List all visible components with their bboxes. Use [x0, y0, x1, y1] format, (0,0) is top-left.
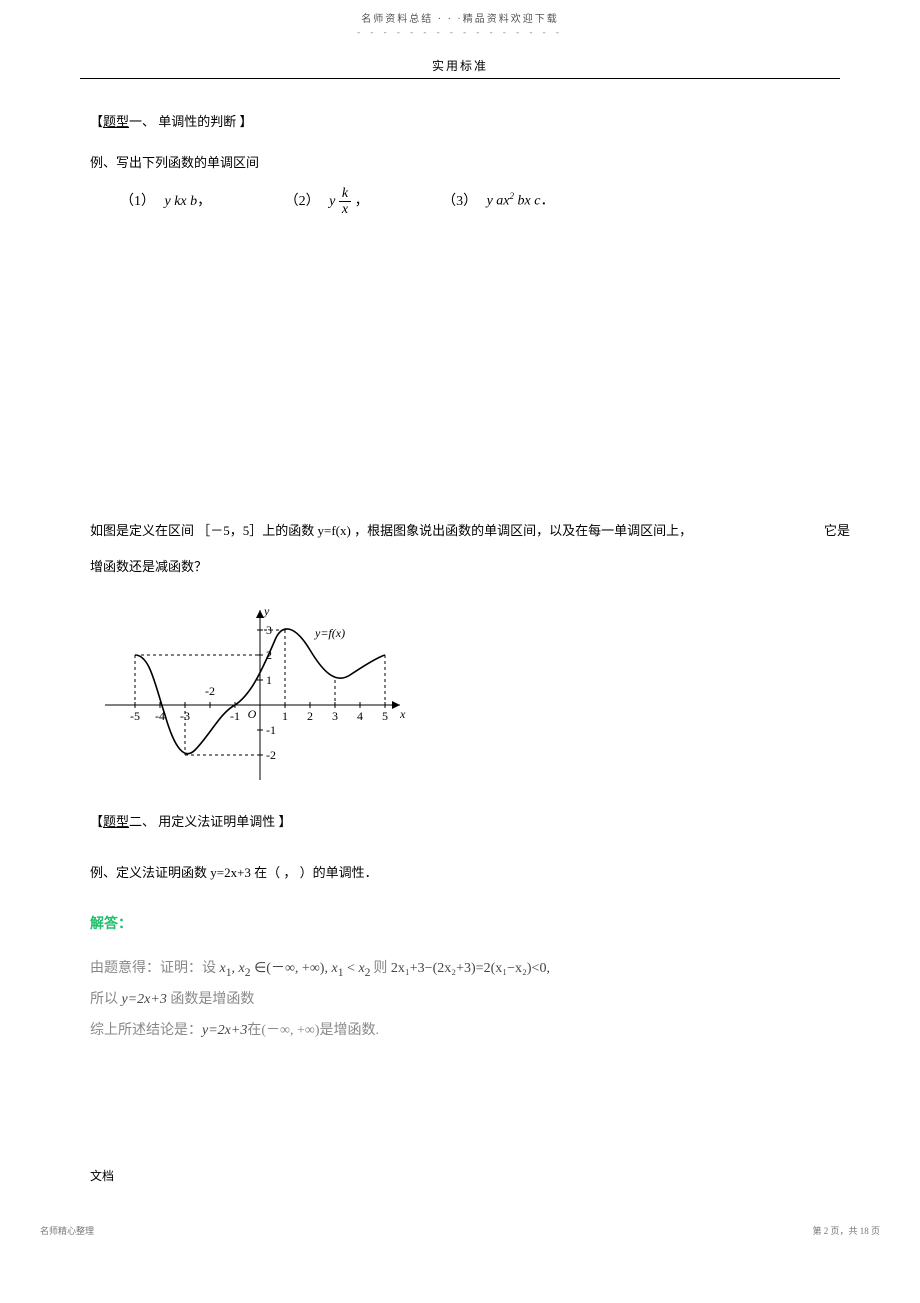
- proof-l3a: 综上所述结论是：: [90, 1023, 202, 1038]
- svg-text:3: 3: [332, 709, 338, 723]
- proof-l3b: 在(－∞, +∞)是增函数.: [247, 1023, 379, 1038]
- formula-3-label: （3）: [442, 194, 477, 209]
- proof-comma: ,: [546, 961, 550, 976]
- formula-3-period: ．: [540, 194, 554, 209]
- graph: -5 -4 -3 -2 -1 O 1 2 3 4 5: [100, 595, 830, 794]
- formula-1-label: （1）: [120, 194, 155, 209]
- section2-heading: 【题型二、 用定义法证明单调性 】: [90, 809, 830, 835]
- svg-text:-2: -2: [266, 748, 276, 762]
- svg-text:4: 4: [357, 709, 363, 723]
- frac-num: k: [339, 186, 351, 202]
- svg-text:-2: -2: [205, 684, 215, 698]
- answer-label: 解答：: [90, 911, 830, 939]
- footer-doc: 文档: [90, 1167, 830, 1184]
- formula-2: （2） y k x ，: [285, 186, 369, 218]
- proof-l2b: 函数是增函数: [167, 992, 255, 1007]
- svg-text:y=f(x): y=f(x): [314, 626, 345, 640]
- section1-underlined: 题型: [103, 114, 129, 129]
- frac-den: x: [339, 202, 351, 217]
- proof-line-2: 所以 y=2x+3 函数是增函数: [90, 985, 830, 1016]
- svg-text:x: x: [399, 707, 406, 721]
- formula-3-body-a: y ax: [487, 194, 510, 209]
- proof-l1a: 由题意得：证明：设: [90, 961, 220, 976]
- section2-underlined: 题型: [103, 814, 129, 829]
- svg-text:y: y: [263, 604, 270, 618]
- svg-text:5: 5: [382, 709, 388, 723]
- svg-text:1: 1: [266, 673, 272, 687]
- proof-line-3: 综上所述结论是：y=2x+3在(－∞, +∞)是增函数.: [90, 1016, 830, 1047]
- footer-left: 名师精心整理: [40, 1224, 94, 1237]
- proof-line-1: 由题意得：证明：设 x1, x2 ∈(－∞, +∞), x1 < x2 则 2x…: [90, 954, 830, 985]
- svg-text:1: 1: [282, 709, 288, 723]
- proof-lt: <: [344, 961, 359, 976]
- proof-l1b: ∈(－∞, +∞),: [251, 961, 332, 976]
- middle-right: 它是: [824, 518, 850, 544]
- middle-line1: 如图是定义在区间 ［－5，5］上的函数 y=f(x) ，根据图象说出函数的单调区…: [90, 523, 692, 538]
- proof-block: 由题意得：证明：设 x1, x2 ∈(－∞, +∞), x1 < x2 则 2x…: [90, 954, 830, 1047]
- formula-3-body-b: bx c: [514, 194, 540, 209]
- proof-l2a: 所以: [90, 992, 122, 1007]
- proof-then: 则: [373, 961, 391, 976]
- section2-rest: 二、 用定义法证明单调性 】: [129, 814, 292, 829]
- top-dash: - - - - - - - - - - - - - - - -: [0, 27, 920, 37]
- formula-row: （1） y kx b， （2） y k x ， （3） y ax2 bx c．: [120, 186, 830, 218]
- formula-3: （3） y ax2 bx c．: [442, 187, 554, 216]
- svg-text:2: 2: [307, 709, 313, 723]
- middle-para: 如图是定义在区间 ［－5，5］上的函数 y=f(x) ，根据图象说出函数的单调区…: [90, 518, 830, 544]
- formula-2-pre: y: [329, 194, 339, 209]
- proof-l3eq: y=2x+3: [202, 1023, 247, 1038]
- formula-1-comma: ，: [197, 194, 211, 209]
- bottom-footer: 名师精心整理 第 2 页，共 18 页: [0, 1224, 920, 1237]
- top-header: 名师资料总结 · · ·精品资料欢迎下载: [0, 0, 920, 27]
- formula-1-body: y kx b: [165, 194, 198, 209]
- spacer: [90, 248, 830, 508]
- divider: [80, 78, 840, 79]
- example1-text: 例、写出下列函数的单调区间: [90, 150, 830, 176]
- proof-l2eq: y=2x+3: [122, 992, 167, 1007]
- formula-1: （1） y kx b，: [120, 188, 211, 216]
- bracket-open: 【: [90, 114, 103, 129]
- section1-heading: 【题型一、 单调性的判断 】: [90, 109, 830, 135]
- formula-2-label: （2）: [285, 194, 320, 209]
- svg-text:-1: -1: [266, 723, 276, 737]
- svg-text:O: O: [248, 707, 257, 721]
- formula-2-comma: ，: [355, 194, 369, 209]
- page-title: 实用标准: [0, 57, 920, 74]
- footer-right: 第 2 页，共 18 页: [812, 1224, 880, 1237]
- proof-expr: 2x₁+3−(2x₂+3)=2(x₁−x₂)<0: [391, 961, 547, 976]
- example2-text: 例、定义法证明函数 y=2x+3 在（ ， ）的单调性．: [90, 860, 830, 886]
- svg-text:-1: -1: [230, 709, 240, 723]
- section1-rest: 一、 单调性的判断 】: [129, 114, 253, 129]
- bracket-open2: 【: [90, 814, 103, 829]
- fraction-icon: k x: [339, 186, 351, 218]
- middle-line2: 增函数还是减函数？: [90, 554, 830, 580]
- svg-text:-5: -5: [130, 709, 140, 723]
- graph-svg: -5 -4 -3 -2 -1 O 1 2 3 4 5: [100, 595, 410, 785]
